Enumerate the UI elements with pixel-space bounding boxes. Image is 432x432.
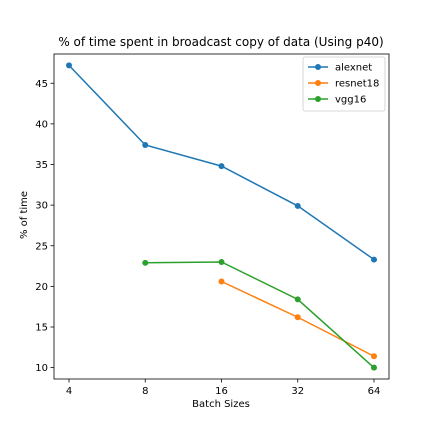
data-point-vgg16 bbox=[218, 259, 225, 265]
y-tick-label: 30 bbox=[35, 201, 48, 212]
data-point-vgg16 bbox=[142, 259, 149, 266]
x-tick-label: 32 bbox=[291, 386, 304, 397]
x-axis-label: Batch Sizes bbox=[192, 399, 250, 410]
x-tick-label: 4 bbox=[66, 386, 72, 397]
data-point-alexnet bbox=[294, 202, 301, 209]
y-tick-label: 10 bbox=[35, 363, 48, 374]
y-tick-label: 35 bbox=[35, 160, 48, 171]
data-point-alexnet bbox=[218, 163, 225, 170]
chart-title: % of time spent in broadcast copy of dat… bbox=[58, 35, 383, 49]
data-point-resnet18 bbox=[371, 353, 377, 360]
data-point-alexnet bbox=[142, 142, 149, 148]
data-point-alexnet bbox=[371, 256, 377, 263]
y-tick-label: 25 bbox=[35, 241, 48, 252]
legend-label-vgg16: vgg16 bbox=[335, 95, 366, 106]
y-tick-label: 20 bbox=[35, 282, 48, 293]
data-point-vgg16 bbox=[371, 364, 377, 371]
series-line-vgg16 bbox=[145, 261, 375, 369]
x-tick-label: 8 bbox=[142, 386, 148, 397]
legend-marker-vgg16 bbox=[315, 96, 321, 102]
data-point-resnet18 bbox=[294, 314, 301, 321]
y-tick-label: 40 bbox=[35, 119, 48, 130]
legend-box bbox=[302, 56, 386, 112]
y-tick-label: 45 bbox=[35, 79, 48, 90]
y-axis-label: % of time bbox=[19, 191, 30, 239]
legend-marker-resnet18 bbox=[315, 80, 321, 86]
data-point-alexnet bbox=[66, 62, 72, 69]
plot-area: 4 8 16 32 64 10 15 20 25 30 35 40 45 bbox=[35, 53, 390, 397]
x-tick-label: 16 bbox=[215, 386, 228, 397]
legend: alexnet resnet18 vgg16 bbox=[302, 56, 386, 112]
x-tick-label: 64 bbox=[368, 386, 381, 397]
data-point-resnet18 bbox=[218, 278, 225, 285]
legend-marker-alexnet bbox=[315, 64, 321, 70]
legend-label-alexnet: alexnet bbox=[335, 63, 372, 74]
legend-label-resnet18: resnet18 bbox=[335, 79, 379, 90]
y-tick-label: 15 bbox=[35, 323, 48, 334]
data-point-vgg16 bbox=[294, 296, 301, 303]
